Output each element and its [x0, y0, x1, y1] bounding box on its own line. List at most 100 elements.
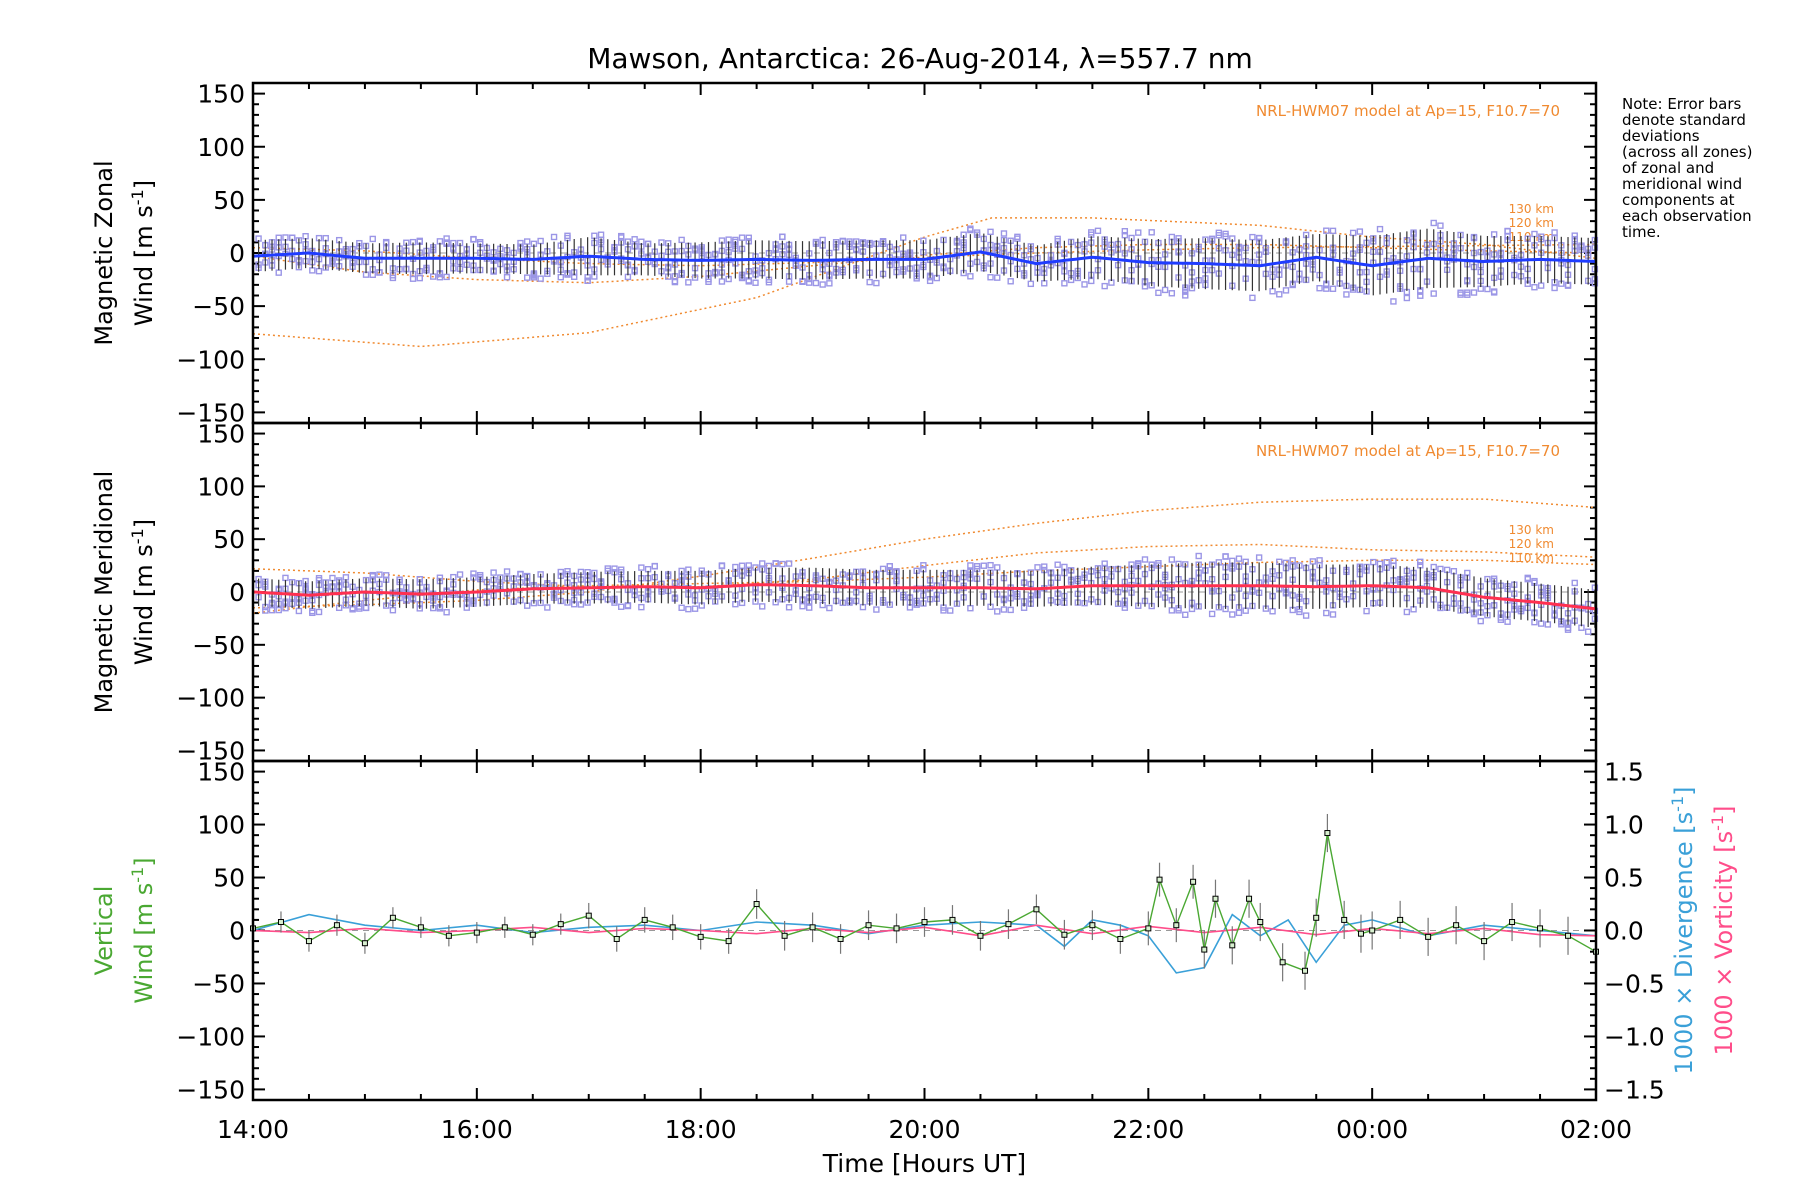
vertical-wind-marker	[445, 932, 452, 939]
model-annotation: NRL-HWM07 model at Ap=15, F10.7=70	[1256, 102, 1560, 120]
y-tick-label: 150	[197, 758, 245, 787]
note-line: deviations	[1622, 127, 1700, 145]
zone-marker	[967, 604, 974, 612]
zone-marker	[1000, 230, 1008, 237]
vertical-wind-marker	[781, 932, 788, 939]
y-tick-label: 0	[229, 578, 245, 607]
zone-marker	[1531, 577, 1538, 585]
zone-marker	[1195, 552, 1202, 560]
zone-marker	[443, 235, 450, 242]
zone-marker	[745, 234, 752, 241]
zone-marker	[1249, 294, 1256, 302]
zone-marker	[1000, 606, 1008, 613]
zone-marker	[980, 562, 988, 569]
x-tick-label: 02:00	[1560, 1115, 1632, 1144]
y-axis-title-line2: Wind [m s-1]	[128, 857, 158, 1003]
zone-marker	[443, 609, 450, 616]
zone-marker	[785, 604, 793, 611]
model-label: 120 km	[1509, 216, 1554, 230]
y-axis-title-line1: Vertical	[90, 886, 118, 976]
zone-marker	[967, 225, 974, 232]
zone-marker	[1229, 611, 1236, 618]
vertical-wind-marker	[1537, 925, 1544, 932]
model-curve	[252, 498, 1597, 609]
y-tick-label: 100	[197, 472, 245, 501]
zone-marker	[1088, 277, 1095, 285]
zone-marker	[282, 574, 289, 582]
zone-marker	[826, 280, 833, 287]
panel-frame	[251, 759, 1598, 1102]
note-line: of zonal and	[1622, 159, 1715, 177]
zone-marker	[1269, 288, 1276, 295]
zone-marker	[470, 570, 477, 577]
zone-marker	[1383, 558, 1390, 566]
y-tick-label: 50	[213, 525, 245, 554]
note-line: Note: Error bars	[1622, 95, 1742, 113]
zone-marker	[369, 235, 376, 243]
model-label: 120 km	[1509, 537, 1554, 551]
zone-marker	[752, 279, 759, 286]
y-tick-label: 150	[197, 420, 245, 449]
meridional-wind-curve	[252, 583, 1597, 611]
model-curve	[252, 559, 1597, 614]
vertical-wind-marker	[1005, 921, 1012, 928]
zone-marker	[1484, 285, 1491, 293]
vertical-wind-marker	[1212, 895, 1219, 902]
vertical-wind-marker	[277, 919, 284, 926]
y-tick-label: −150	[176, 398, 245, 427]
zone-marker	[584, 274, 591, 281]
zone-marker	[1363, 607, 1370, 615]
zone-marker	[1061, 280, 1068, 287]
zone-marker	[1457, 289, 1464, 296]
plot-panels: −150 −100 −50 0 50 100 150 Magnetic Zonal Wind […	[90, 80, 1738, 1178]
zone-marker	[799, 603, 806, 610]
vertical-wind-marker	[949, 916, 956, 923]
zone-marker	[779, 233, 786, 241]
zone-marker	[1041, 563, 1048, 570]
zone-marker	[604, 565, 611, 572]
zone-marker	[537, 237, 544, 245]
zone-marker	[1323, 227, 1330, 234]
zone-marker	[705, 278, 712, 286]
zone-marker	[1356, 228, 1364, 235]
zone-marker	[443, 273, 450, 281]
zone-marker	[1182, 611, 1189, 618]
zone-marker	[806, 279, 813, 286]
zone-marker	[1323, 609, 1330, 617]
model-label: 110 km	[1509, 551, 1554, 565]
vertical-wind-marker	[1397, 916, 1404, 923]
zone-marker	[685, 279, 692, 286]
y2-tick-label: 0.0	[1604, 917, 1644, 946]
zone-marker	[926, 277, 934, 285]
zone-marker	[1430, 219, 1437, 227]
note-line: (across all zones)	[1622, 143, 1753, 161]
zone-marker	[275, 606, 282, 614]
zone-marker	[1390, 298, 1397, 305]
vertical-wind-marker	[697, 933, 704, 940]
zone-marker	[651, 563, 658, 570]
vorticity-axis-title: 1000 × Vorticity [s-1]	[1708, 806, 1738, 1056]
zone-marker	[900, 234, 907, 241]
zone-marker	[638, 603, 645, 611]
zone-marker	[389, 607, 397, 614]
zone-marker	[537, 275, 544, 282]
zone-marker	[1168, 290, 1176, 297]
zone-marker	[819, 281, 826, 288]
vertical-wind-marker	[529, 931, 536, 938]
y-tick-label: 0	[229, 917, 245, 946]
zone-marker	[1007, 606, 1014, 614]
zone-marker	[1329, 611, 1337, 618]
x-tick-label: 16:00	[441, 1115, 513, 1144]
zone-marker	[1584, 628, 1592, 635]
zone-marker	[1034, 564, 1041, 571]
zone-marker	[1302, 612, 1310, 619]
error-bar-note: Note: Error bars denote standard deviati…	[1622, 96, 1792, 240]
vertical-wind-marker	[809, 924, 816, 931]
zone-marker	[1276, 291, 1283, 298]
zone-marker	[1054, 561, 1061, 568]
vertical-wind-marker	[1565, 932, 1572, 939]
zone-marker	[429, 273, 437, 280]
zone-marker	[873, 279, 880, 287]
zone-marker	[994, 608, 1001, 615]
model-label: 130 km	[1509, 202, 1554, 216]
